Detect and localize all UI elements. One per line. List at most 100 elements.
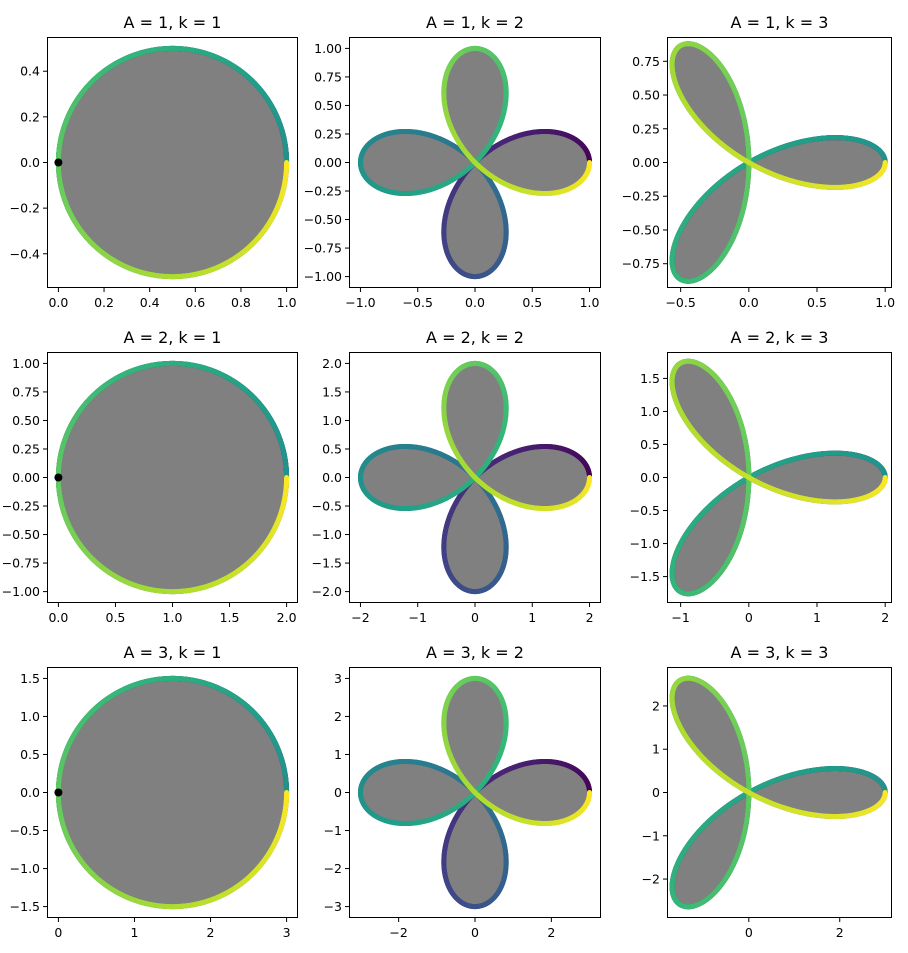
subplot-6: −1 0 1 2 −1.5 −1.0 −0.5 0.0 0.5 1.0 1.5 A = 2, k = … (630, 328, 892, 625)
x-tick-label: 1 (813, 610, 821, 625)
x-tick-label: 2 (586, 610, 594, 625)
y-tick-label: −1 (324, 823, 342, 838)
y-tick-label: 0.50 (632, 88, 660, 103)
y-tick-label: −0.25 (304, 184, 342, 199)
x-tick-label: −1 (409, 610, 427, 625)
subplot-9: 0 2 −2 −1 0 1 2 A = 3, k = 3 (642, 643, 892, 940)
y-tick-label: −1.00 (304, 269, 342, 284)
marker-point (54, 158, 63, 167)
x-tick-label: −2 (389, 925, 407, 940)
filled-area (672, 43, 886, 282)
x-tick-label: 2 (207, 925, 215, 940)
y-tick-label: −0.75 (622, 256, 660, 271)
x-tick-label: 1.5 (220, 610, 240, 625)
filled-area (672, 361, 886, 594)
subplot-2: −1.0 −0.5 0.0 0.5 1.0 −1.00 −0.75 −0.50 −0.25 0.0… (304, 13, 601, 310)
plot-area (54, 45, 290, 280)
axes-frame (667, 37, 892, 288)
y-tick-label: 0.50 (12, 413, 40, 428)
y-tick-label: 2 (652, 698, 660, 713)
y-tick-label: −1.00 (2, 584, 40, 599)
plot-area (54, 675, 290, 910)
y-tick-label: 0.5 (322, 441, 342, 456)
subplot-8: −2 0 2 −3 −2 −1 0 1 2 3 A = 3, k = 2 (324, 643, 601, 940)
axes-frame (47, 37, 298, 288)
x-tick-label: 0 (745, 925, 753, 940)
axes-frame (47, 352, 298, 603)
plot-area (669, 675, 888, 910)
x-tick-label: 1.0 (580, 295, 600, 310)
y-tick-label: −0.25 (2, 499, 40, 514)
y-tick-label: 0.0 (322, 470, 342, 485)
y-tick-label: −0.75 (304, 241, 342, 256)
y-tick-label: −0.50 (622, 222, 660, 237)
x-tick-label: 0.8 (231, 295, 251, 310)
x-tick-label: 1.0 (163, 610, 183, 625)
x-tick-label: 2.0 (277, 610, 297, 625)
y-tick-label: 0.5 (20, 747, 40, 762)
x-tick-label: 0.5 (106, 610, 126, 625)
subplot-4: 0.0 0.5 1.0 1.5 2.0 −1.00 −0.75 −0.50 −0.25 0.00 0… (2, 328, 298, 625)
x-tick-label: −0.5 (403, 295, 433, 310)
y-tick-label: 1.0 (20, 709, 40, 724)
y-tick-label: 1 (652, 742, 660, 757)
curve-line (55, 360, 290, 595)
y-tick-label: −0.4 (10, 246, 40, 261)
x-tick-label: 0.0 (465, 295, 485, 310)
subplot-7: 0 1 2 3 −1.5 −1.0 −0.5 0.0 0.5 1.0 1.5 A = 3, k = 1 (10, 643, 298, 940)
filled-area (672, 678, 886, 907)
x-tick-label: 0.0 (48, 610, 68, 625)
x-tick-label: 0.0 (48, 295, 68, 310)
x-tick-label: 0.5 (807, 295, 827, 310)
y-tick-label: 0.50 (314, 98, 342, 113)
y-tick-label: −0.50 (304, 212, 342, 227)
y-tick-label: −1.5 (630, 569, 660, 584)
x-tick-label: 0 (745, 610, 753, 625)
plot-area (357, 360, 593, 595)
plot-area (669, 358, 888, 597)
curve-line (55, 45, 290, 280)
y-tick-label: −1.5 (312, 556, 342, 571)
x-tick-label: 1.0 (875, 295, 895, 310)
axes-frame (667, 352, 892, 603)
curve-line (357, 360, 593, 595)
subplot-title: A = 2, k = 3 (731, 328, 829, 347)
y-tick-label: 0 (334, 785, 342, 800)
x-tick-label: 0 (471, 610, 479, 625)
axes-frame (667, 667, 892, 918)
subplot-1: 0.0 0.2 0.4 0.6 0.8 1.0 −0.4 −0.2 0.0 0.2 0.4 A = 1… (10, 13, 298, 310)
y-tick-label: 0.25 (314, 126, 342, 141)
subplot-title: A = 1, k = 1 (124, 13, 222, 32)
y-tick-label: 0.5 (640, 437, 660, 452)
x-tick-label: 1.0 (277, 295, 297, 310)
y-tick-label: 1.00 (314, 41, 342, 56)
y-tick-label: −0.2 (10, 201, 40, 216)
x-tick-label: 2 (881, 610, 889, 625)
axes-frame (47, 667, 298, 918)
filled-area (58, 678, 287, 907)
y-tick-label: 1 (334, 747, 342, 762)
y-tick-label: −1 (642, 828, 660, 843)
axes-frame (349, 352, 601, 603)
y-tick-label: 0.75 (314, 69, 342, 84)
x-tick-label: 0 (54, 925, 62, 940)
y-tick-label: 1.0 (322, 413, 342, 428)
curve-line (55, 675, 290, 910)
curve-line (669, 41, 888, 284)
y-tick-label: 0.25 (632, 121, 660, 136)
x-tick-label: −1.0 (345, 295, 375, 310)
plot-area (669, 41, 888, 284)
subplot-title: A = 1, k = 2 (426, 13, 524, 32)
marker-point (54, 473, 63, 482)
x-tick-label: 0.0 (739, 295, 759, 310)
curve-line (357, 45, 593, 280)
subplot-title: A = 2, k = 2 (426, 328, 524, 347)
y-tick-label: 0.0 (640, 470, 660, 485)
subplot-title: A = 3, k = 3 (731, 643, 829, 662)
subplot-3: −0.5 0.0 0.5 1.0 −0.75 −0.50 −0.25 0.00 0.25 0.50… (622, 13, 895, 310)
subplot-title: A = 2, k = 1 (124, 328, 222, 347)
marker-point (54, 788, 63, 797)
plot-area (357, 45, 593, 280)
y-tick-label: −1.5 (10, 899, 40, 914)
x-tick-label: 0.4 (140, 295, 160, 310)
